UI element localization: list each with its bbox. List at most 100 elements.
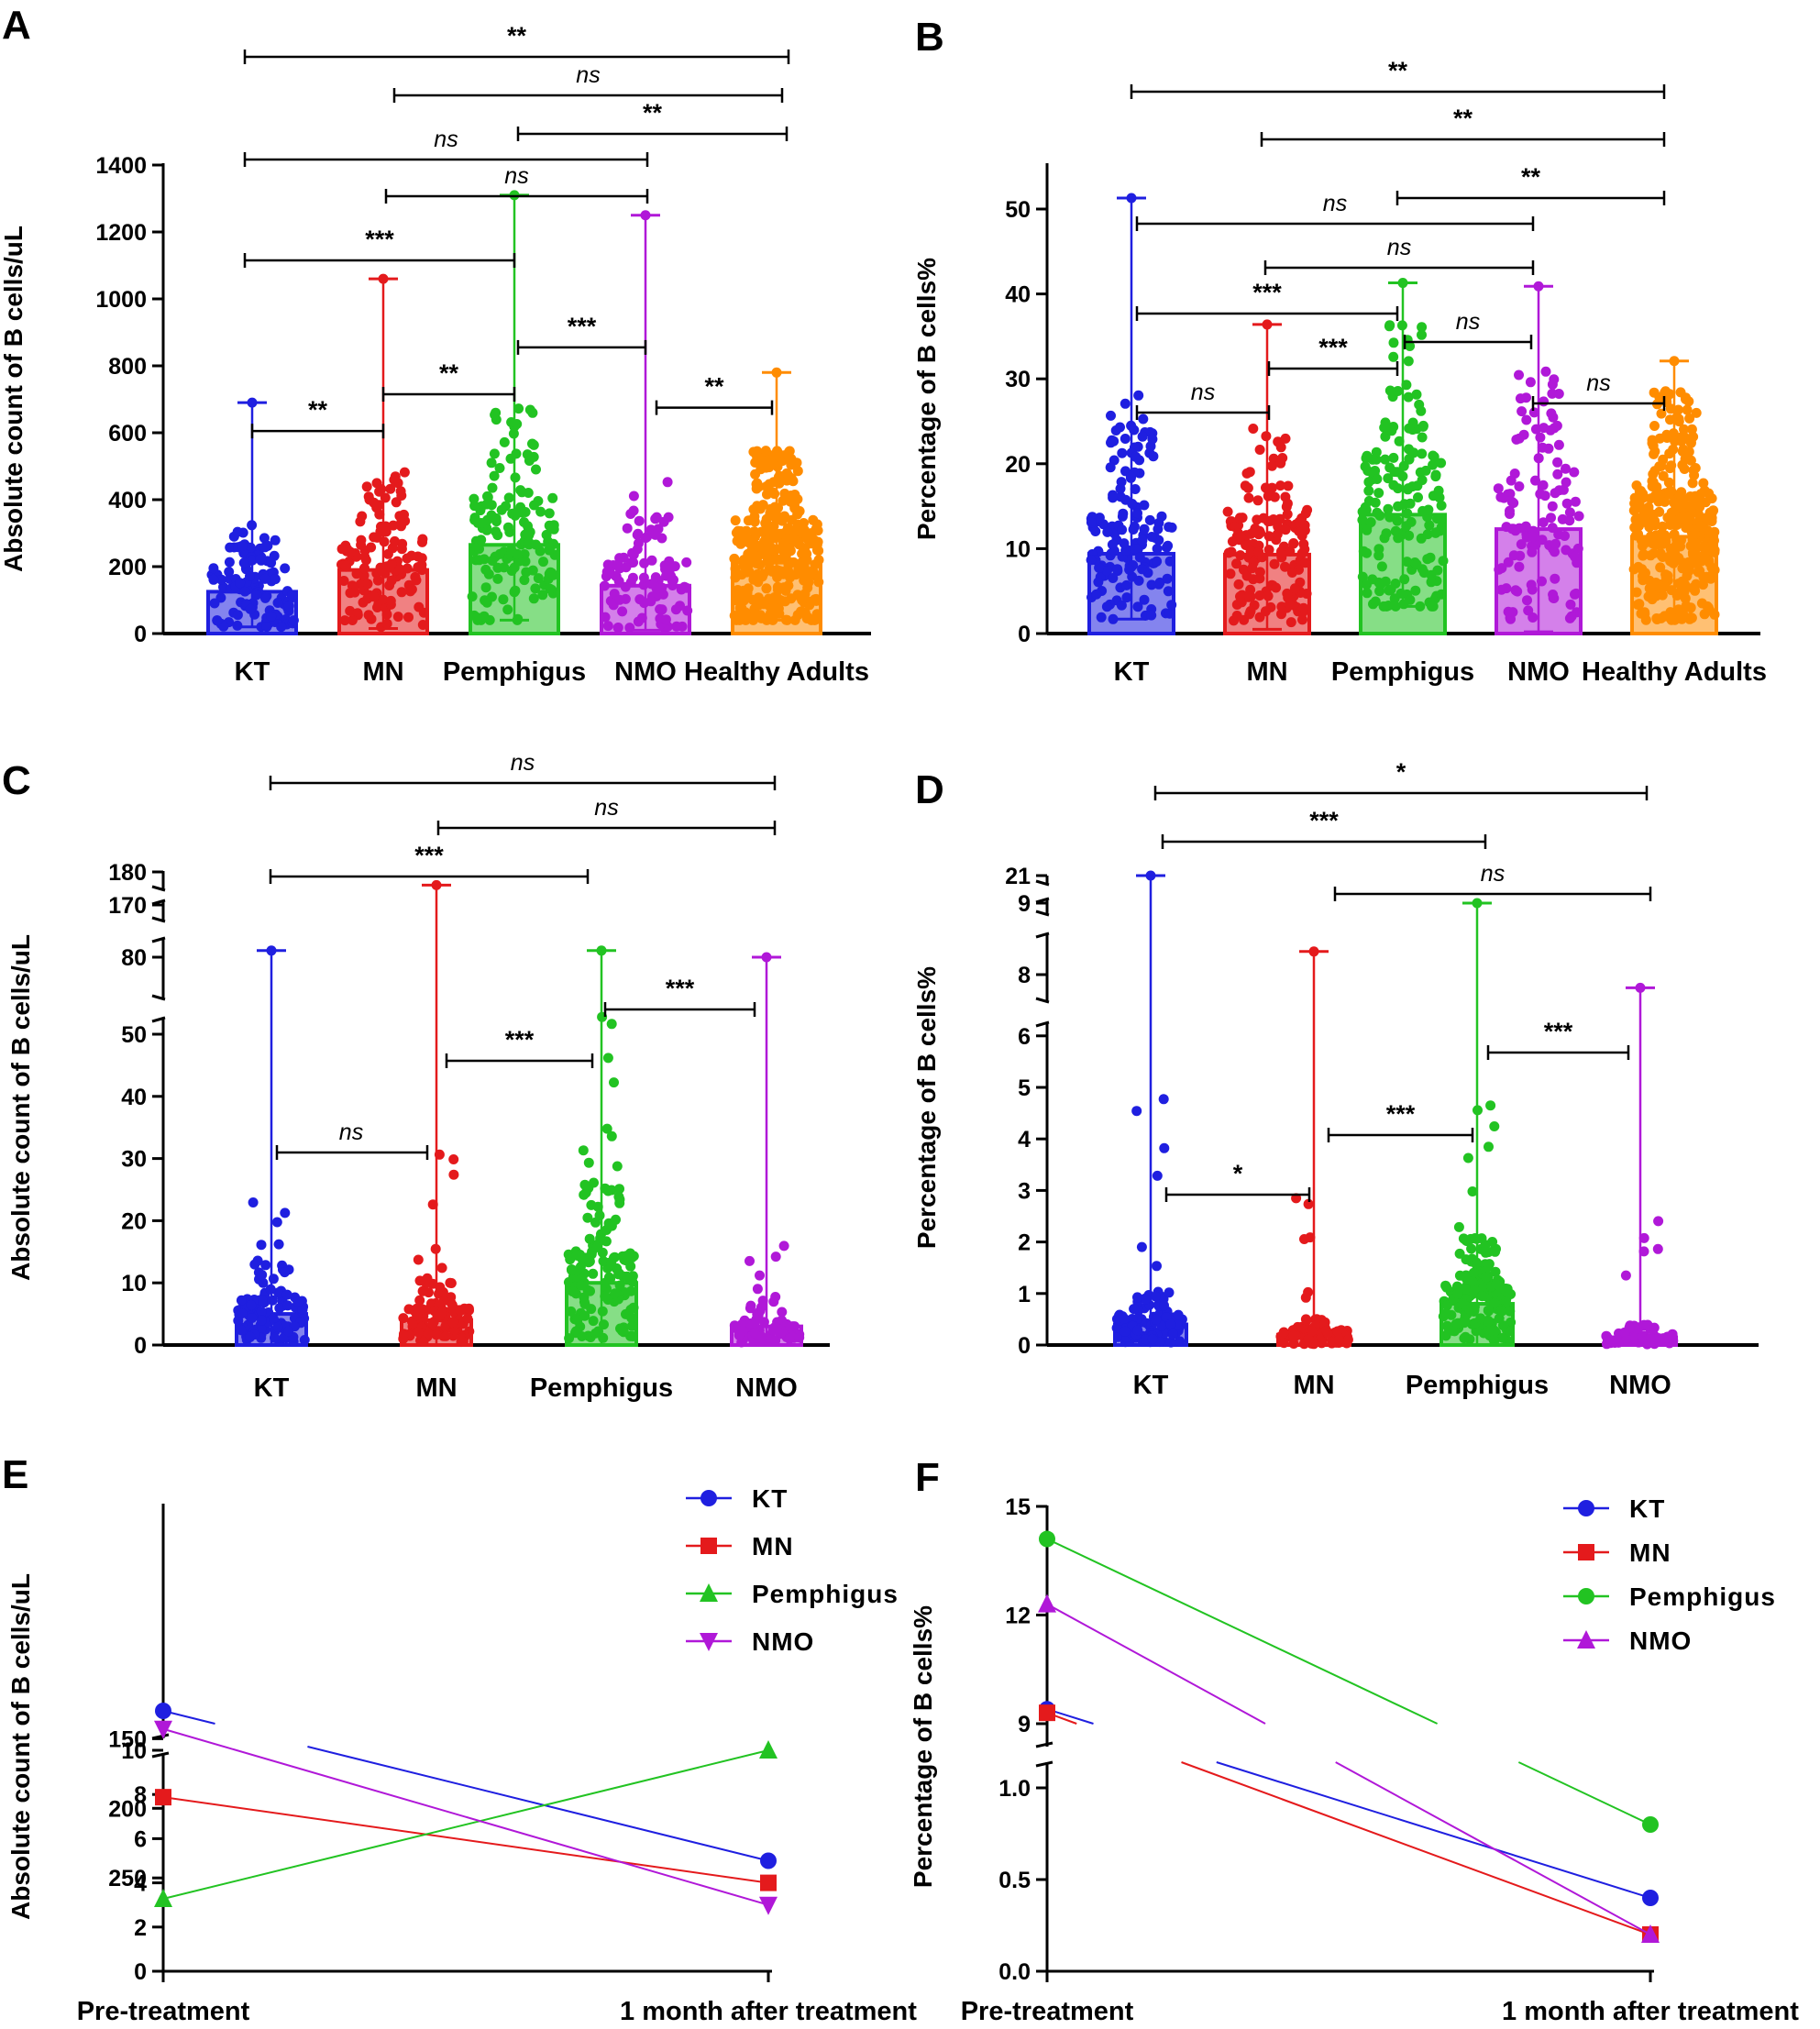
data-point [1674,536,1685,547]
data-point [1508,498,1519,509]
significance-label: *** [1309,807,1339,834]
data-point [259,573,270,584]
data-point [411,575,422,586]
data-point [381,526,392,537]
data-point [1633,561,1644,572]
data-point [1266,460,1277,471]
data-point [245,1331,256,1342]
data-point [646,555,657,566]
data-point [759,1740,778,1759]
data-point [1564,507,1575,518]
data-point [756,1302,767,1313]
data-point [232,610,243,621]
data-point [638,572,649,583]
data-point [463,1303,474,1314]
data-point [512,548,523,559]
data-point [1679,424,1689,435]
data-point [359,563,370,574]
y-tick-label: 1.0 [998,1776,1031,1802]
data-point [1164,1287,1175,1298]
significance-label: * [1396,758,1406,786]
data-point [778,1241,789,1252]
data-point [374,486,385,497]
data-point [813,546,824,557]
data-point [1263,590,1274,601]
legend-marker [700,1583,718,1602]
axis-break-mark [1035,879,1050,887]
data-point [743,583,754,594]
data-point [1154,577,1165,588]
data-point [1380,454,1391,465]
data-point [1268,514,1279,524]
data-point [656,604,667,615]
significance-label: ns [1387,235,1411,260]
data-point [1561,545,1572,556]
data-point [1521,414,1532,425]
data-point [755,1270,765,1281]
data-point [752,501,763,512]
data-point [270,1332,280,1343]
data-point [1381,528,1392,539]
data-point [784,446,795,457]
data-point [1685,455,1696,466]
data-point [771,554,782,565]
data-point [1514,369,1524,380]
y-tick-label: 21 [1005,864,1031,889]
data-point [771,514,782,525]
data-point [491,513,502,524]
data-point [651,512,662,523]
data-point [775,544,786,554]
data-point [1533,281,1544,292]
axis-break-mark [1035,897,1050,904]
data-point [390,535,400,546]
data-point [396,587,407,598]
data-point [1669,356,1680,367]
y-tick-label: 1200 [95,220,147,246]
data-point [272,1321,283,1332]
data-point [1139,594,1150,605]
data-point [546,568,557,579]
data-point [1357,571,1368,582]
data-point [1380,417,1391,428]
data-point [612,1161,623,1172]
data-point [399,509,409,520]
data-point [1164,556,1175,567]
data-point [756,1331,767,1342]
data-point [458,1336,469,1347]
data-point [761,952,772,963]
axis-break-gap [1036,1747,1058,1762]
x-category-label: MN [1246,657,1287,687]
data-point [1116,600,1127,611]
data-point [1086,555,1097,566]
data-point [1263,487,1274,497]
data-point [1638,1246,1649,1257]
data-point [621,562,632,573]
data-point [1461,1254,1472,1265]
data-point [1159,1142,1170,1153]
data-point [1403,483,1414,494]
data-point [523,529,534,540]
data-point [371,532,382,543]
data-point [1570,589,1580,600]
data-point [1660,496,1671,507]
data-point [494,548,505,559]
data-point [1402,508,1413,519]
data-point [627,572,638,583]
y-tick-label: 1000 [95,287,147,313]
data-point [1440,1308,1451,1318]
data-point [259,533,270,544]
data-point [755,559,766,570]
data-point [407,1318,418,1329]
y-tick-label: 1 [1018,1282,1031,1307]
scatter-group [336,467,429,633]
significance-label: ** [643,99,663,127]
data-point [224,557,235,568]
data-point [455,1306,466,1317]
data-point [1299,520,1310,531]
data-point [258,1296,268,1307]
data-point [1269,558,1280,569]
data-point [1483,1316,1494,1327]
data-point [796,557,807,568]
significance-label: ** [704,373,724,401]
data-point [1235,550,1246,561]
